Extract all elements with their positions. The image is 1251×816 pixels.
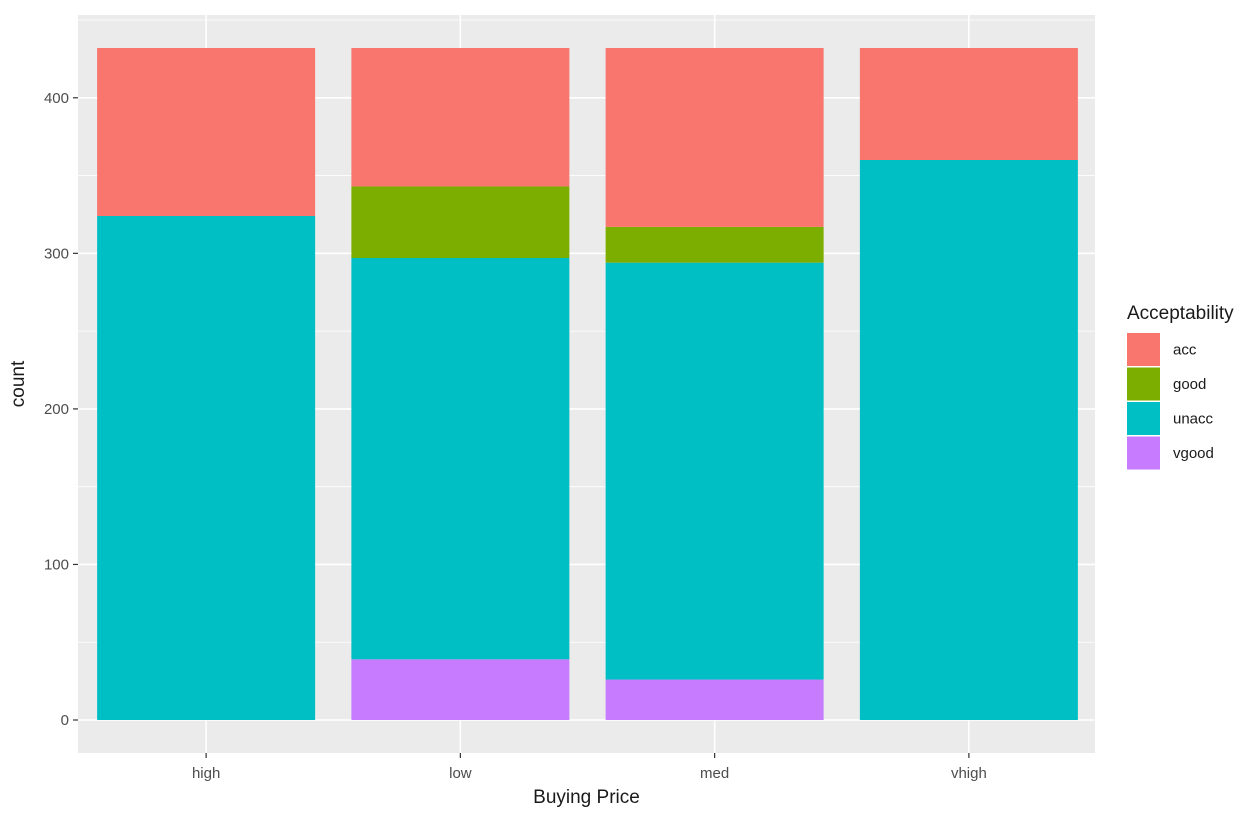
y-axis-title: count xyxy=(8,360,29,407)
x-tick-label: low xyxy=(449,765,472,782)
x-tick-label: high xyxy=(192,765,220,782)
x-tick-label: vhigh xyxy=(951,765,987,782)
legend-label-good: good xyxy=(1173,376,1206,393)
legend-key-vgood xyxy=(1127,436,1160,470)
y-axis: 0 100 200 300 400 xyxy=(44,90,78,729)
y-tick-label: 100 xyxy=(44,556,69,573)
y-tick-label: 200 xyxy=(44,401,69,418)
bar-segment-med-good xyxy=(605,226,824,263)
bar-segment-low-good xyxy=(351,186,570,258)
bar-segment-med-acc xyxy=(605,48,824,227)
bar-segment-med-unacc xyxy=(605,262,824,680)
legend-key-good xyxy=(1127,367,1160,401)
bar-segment-high-unacc xyxy=(97,216,316,720)
bar-segment-vhigh-unacc xyxy=(859,160,1078,720)
legend-label-vgood: vgood xyxy=(1173,445,1214,462)
legend-title: Acceptability xyxy=(1127,303,1234,324)
legend-label-unacc: unacc xyxy=(1173,411,1214,428)
legend: Acceptability acc good unacc vgood xyxy=(1127,303,1234,470)
bar-segment-high-acc xyxy=(97,48,316,216)
x-axis: high low med vhigh xyxy=(192,753,987,782)
bar-segment-vhigh-acc xyxy=(859,48,1078,160)
bar-segment-med-vgood xyxy=(605,679,824,720)
y-tick-label: 300 xyxy=(44,245,69,262)
x-tick-label: med xyxy=(700,765,729,782)
y-tick-label: 400 xyxy=(44,90,69,107)
bar-segment-low-acc xyxy=(351,48,570,187)
bars xyxy=(97,48,1078,720)
bar-segment-low-unacc xyxy=(351,258,570,660)
bar-segment-low-vgood xyxy=(351,659,570,720)
y-tick-label: 0 xyxy=(61,712,69,729)
legend-label-acc: acc xyxy=(1173,342,1197,359)
legend-key-unacc xyxy=(1127,402,1160,435)
legend-key-acc xyxy=(1127,333,1160,366)
x-axis-title: Buying Price xyxy=(533,787,640,808)
